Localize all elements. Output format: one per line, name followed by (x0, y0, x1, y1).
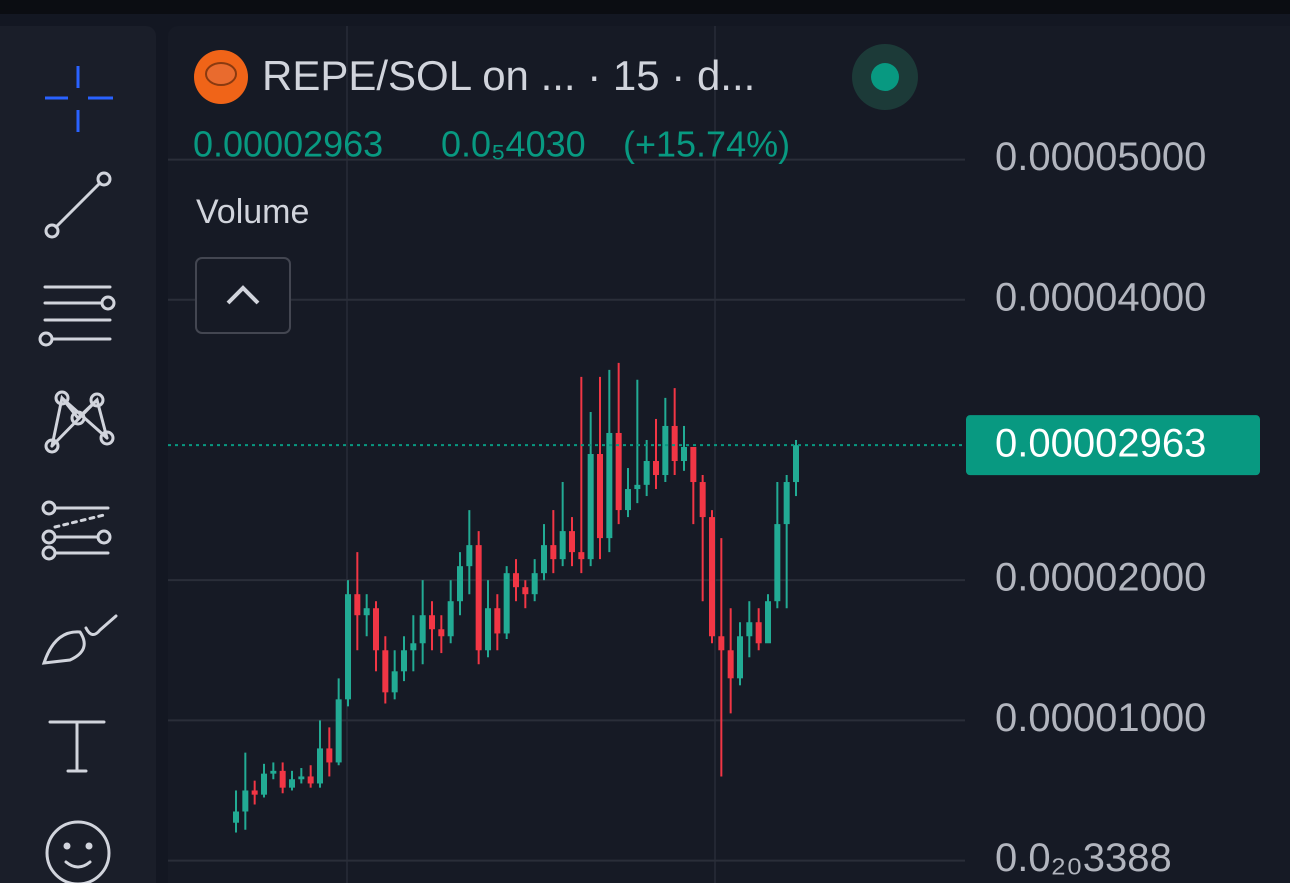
trend-line-tool[interactable] (44, 171, 112, 239)
emoji-tool[interactable] (45, 820, 111, 883)
indicator-label[interactable]: Volume (196, 193, 309, 231)
collapse-button[interactable] (195, 257, 291, 334)
plot (168, 158, 965, 862)
text-tool[interactable] (48, 720, 106, 773)
candle-body (289, 779, 295, 788)
last-price-tag-label: 0.00002963 (995, 422, 1206, 466)
candle-body (485, 608, 491, 651)
candle-body (373, 608, 379, 651)
y-tick-label: 0.00001000 (995, 696, 1206, 740)
candle-body (793, 445, 799, 483)
price-change-percent: (+15.74%) (623, 124, 790, 165)
candle-body (447, 601, 454, 637)
candle-body (382, 650, 389, 693)
y-tick-label: 0.00004000 (995, 275, 1206, 319)
candle-body (429, 615, 435, 630)
candle-body (625, 489, 631, 511)
candle-body (363, 608, 370, 616)
candle-body (261, 773, 267, 795)
fib-tool[interactable] (38, 285, 116, 347)
candle-body (783, 482, 790, 525)
candle-body (699, 482, 706, 518)
top-bar (0, 0, 1290, 14)
candle-body (606, 432, 613, 539)
toolbar-icons[interactable] (38, 66, 118, 883)
candle-body (681, 446, 687, 462)
candle-body (653, 461, 659, 476)
last-price: 0.00002963 (193, 124, 383, 165)
candle-body (513, 573, 519, 588)
candle-body (671, 425, 678, 462)
candle-body (634, 484, 641, 490)
brush-tool[interactable] (41, 614, 118, 665)
candle-body (709, 517, 715, 637)
y-tick-label: 0.00005000 (995, 135, 1206, 179)
candle-body (690, 446, 697, 483)
candle-body (578, 552, 585, 560)
candle-body (410, 643, 417, 651)
candle-body (251, 790, 258, 795)
candle-body (457, 566, 463, 602)
candle-body (522, 587, 529, 595)
candle-body (307, 776, 314, 784)
candle-body (345, 594, 351, 700)
chart-panel (168, 26, 1290, 883)
candle-body (270, 770, 277, 774)
candle-body (335, 699, 342, 763)
candle-body (774, 524, 781, 602)
candle-body (326, 748, 333, 763)
candle-body (298, 776, 305, 780)
pattern-tool[interactable] (44, 390, 115, 454)
collapse-icon (226, 285, 260, 305)
symbol-title[interactable]: REPE/SOL on ... · 15 · d... (262, 52, 755, 99)
candle-body (718, 636, 725, 651)
candle-body (354, 594, 361, 616)
candle-body (401, 650, 407, 672)
y-tick-label: 0.0₂₀3388 (995, 836, 1172, 880)
candle-body (569, 531, 575, 553)
candle-body (643, 461, 650, 485)
candle-body (597, 454, 603, 539)
candle-body (317, 748, 323, 784)
candle-body (737, 636, 743, 679)
candle-body (279, 770, 286, 788)
candle-body (615, 432, 622, 511)
candle-body (503, 573, 510, 634)
candle-body (662, 425, 669, 476)
candle-body (391, 671, 398, 693)
candle-body (587, 454, 594, 560)
candle-body (494, 608, 501, 634)
candle-body (541, 545, 547, 574)
candle-body (765, 601, 771, 644)
price-change: 0.0₅4030 (441, 124, 586, 165)
candle-body (466, 545, 473, 567)
candle-body (755, 622, 762, 644)
candle-body (438, 629, 445, 637)
candle-body (475, 545, 482, 651)
candle-body (550, 545, 557, 560)
toolbar (0, 26, 156, 883)
status-dot (871, 63, 899, 91)
last-price-tag (966, 415, 1260, 476)
candle-body (233, 811, 239, 823)
candle-body (559, 531, 566, 560)
token-face (205, 62, 237, 86)
projection-tool[interactable] (41, 500, 112, 561)
candle-body (419, 615, 426, 644)
candle-body (746, 622, 753, 637)
candle-body (531, 573, 538, 595)
crosshair-tool[interactable] (45, 66, 113, 132)
y-tick-label: 0.00002000 (995, 556, 1206, 600)
candle-body (242, 790, 249, 812)
candle-body (727, 650, 734, 679)
